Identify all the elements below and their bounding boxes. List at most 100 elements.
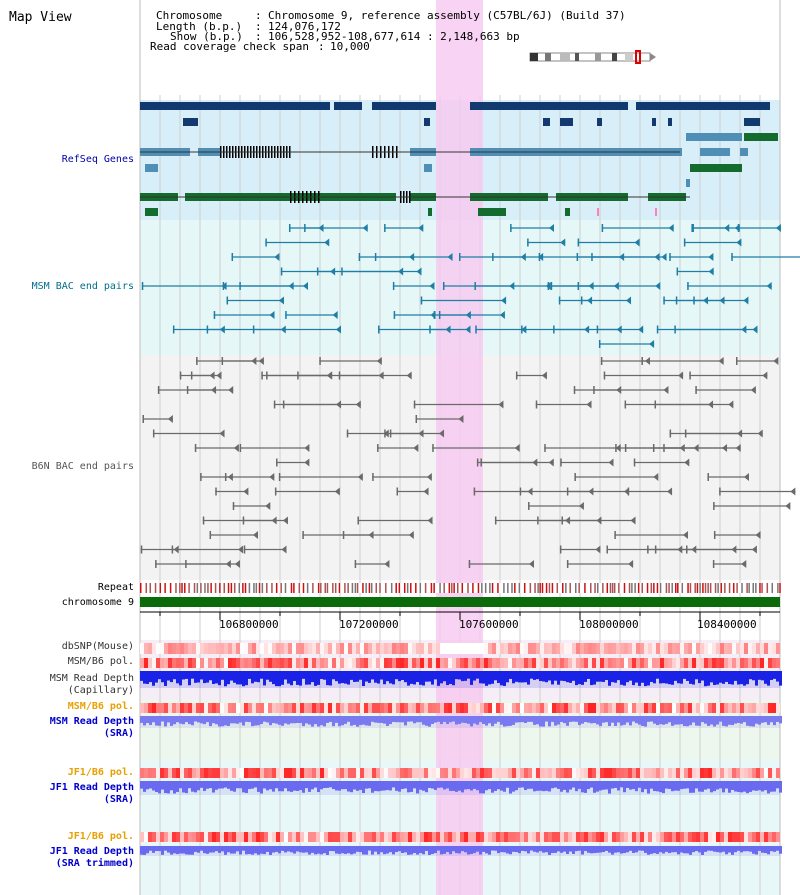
b6n-bac-pair-arrow (644, 357, 650, 365)
depth-bar (554, 671, 557, 681)
polymorphism-cell (472, 643, 476, 654)
gene-exon[interactable] (145, 164, 158, 172)
gene-exon[interactable] (652, 118, 656, 126)
repeat-element (145, 583, 148, 593)
repeat-element (238, 583, 241, 593)
polymorphism-cell (700, 703, 704, 713)
depth-bar (773, 671, 776, 679)
polymorphism-cell (336, 658, 340, 668)
depth-bar (776, 716, 779, 722)
msm-bac-pair-arrow (655, 282, 661, 290)
gene-exon[interactable] (560, 118, 573, 126)
polymorphism-cell (768, 643, 772, 654)
gene-exon[interactable] (636, 102, 770, 110)
b6n-bac-pair-arrow (211, 386, 217, 394)
gene-exon[interactable] (668, 118, 672, 126)
depth-bar (407, 846, 410, 855)
depth-bar (365, 671, 368, 682)
track-label-msm-b6-pol: MSM/B6 pol. (67, 656, 134, 667)
polymorphism-cell (704, 703, 708, 713)
polymorphism-cell (660, 832, 664, 842)
polymorphism-cell (652, 768, 656, 778)
depth-bar (335, 671, 338, 682)
polymorphism-cell (448, 832, 452, 842)
gene-exon[interactable] (478, 208, 506, 216)
depth-bar (371, 671, 374, 680)
depth-bar (737, 671, 740, 685)
track-label-refseq[interactable]: RefSeq Genes (61, 154, 134, 165)
b6n-bac-pair-end (274, 487, 277, 496)
repeat-element (140, 583, 142, 593)
depth-bar (515, 781, 518, 791)
gene-exon[interactable] (740, 148, 748, 156)
polymorphism-cell (328, 643, 332, 654)
gene-exon[interactable] (565, 208, 570, 216)
depth-bar (299, 846, 302, 853)
depth-bar (302, 781, 305, 793)
gene-exon[interactable] (690, 164, 742, 172)
gene-exon[interactable] (334, 102, 362, 110)
gene-exon[interactable] (543, 118, 550, 126)
polymorphism-cell (580, 832, 584, 842)
gene-exon[interactable] (428, 208, 432, 216)
chromosome-bar[interactable] (140, 597, 780, 607)
depth-bar (176, 781, 179, 792)
msm-bac-pair-end (492, 253, 494, 261)
gene-exon[interactable] (424, 118, 430, 126)
polymorphism-cell (260, 768, 264, 778)
gene-exon[interactable] (744, 133, 778, 141)
polymorphism-cell (204, 643, 208, 654)
polymorphism-cell (692, 703, 696, 713)
polymorphism-cell (368, 643, 372, 654)
polymorphism-cell (476, 703, 480, 713)
depth-bar (359, 671, 362, 680)
depth-bar (773, 716, 776, 726)
depth-bar (590, 846, 593, 854)
polymorphism-cell (484, 703, 488, 713)
depth-bar (635, 781, 638, 792)
polymorphism-cell (548, 643, 552, 654)
depth-bar (509, 781, 512, 794)
polymorphism-cell (620, 703, 624, 713)
gene-exon[interactable] (424, 164, 432, 172)
depth-bar (683, 846, 686, 854)
gene-exon[interactable] (183, 118, 198, 126)
track-label-msm-bac[interactable]: MSM BAC end pairs (31, 281, 134, 292)
show-label: Show (b.p.) (170, 30, 243, 43)
polymorphism-cell (356, 832, 360, 842)
gene-exon[interactable] (145, 208, 158, 216)
repeat-element (606, 583, 609, 593)
b6n-bac-pair-arrow (219, 429, 225, 438)
depth-bar (680, 671, 683, 684)
depth-bar (173, 846, 176, 854)
gene-exon[interactable] (686, 179, 690, 187)
repeat-element (403, 583, 406, 593)
gene-exon[interactable] (686, 133, 692, 141)
depth-bar (500, 846, 503, 853)
depth-bar (605, 781, 608, 790)
repeat-element (748, 583, 750, 593)
depth-bar (521, 716, 524, 723)
gene-exon[interactable] (140, 102, 330, 110)
gene-exon[interactable] (470, 102, 628, 110)
gene-exon[interactable] (744, 118, 760, 126)
depth-bar (662, 781, 665, 794)
repeat-element (477, 583, 480, 593)
gene-exon[interactable] (700, 148, 730, 156)
track-label-b6n-bac[interactable]: B6N BAC end pairs (31, 461, 134, 472)
polymorphism-cell (656, 768, 660, 778)
track-label-jf1-depth-sra-2: (SRA) (103, 794, 134, 805)
gene-exon[interactable] (372, 102, 436, 110)
depth-bar (641, 846, 644, 851)
gene-exon[interactable] (597, 118, 602, 126)
polymorphism-cell (164, 658, 168, 668)
depth-bar (518, 716, 521, 723)
gene-exon[interactable] (692, 133, 742, 141)
polymorphism-cell (468, 643, 472, 654)
b6n-bac-pair-arrow (167, 415, 173, 423)
depth-bar (503, 716, 506, 727)
polymorphism-cell (148, 832, 152, 842)
polymorphism-cell (164, 768, 168, 778)
